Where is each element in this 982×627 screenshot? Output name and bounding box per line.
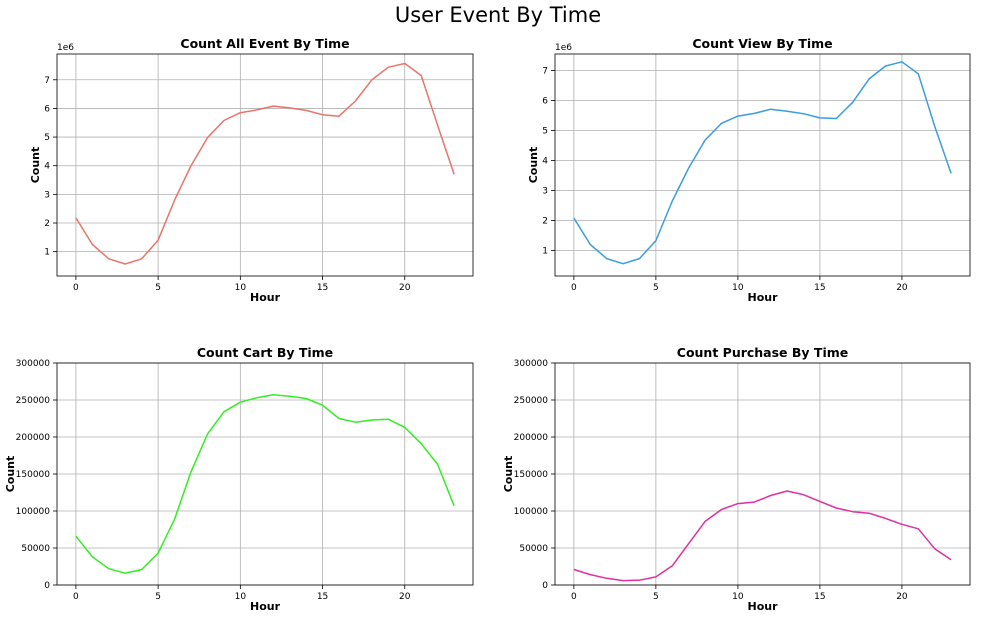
x-axis-label: Hour [747, 600, 778, 613]
y-tick-label: 3 [44, 190, 50, 200]
y-tick-label: 200000 [16, 433, 51, 443]
y-tick-label: 2 [44, 219, 50, 229]
y-offset-label: 1e6 [555, 43, 572, 53]
x-tick-label: 5 [653, 592, 659, 602]
series-line-cart [75, 394, 455, 574]
x-axis-label: Hour [747, 291, 778, 304]
plot-frame [554, 53, 971, 277]
figure-title: User Event By Time [395, 3, 601, 27]
plot-frame [56, 53, 474, 277]
y-tick-label: 100000 [16, 507, 51, 517]
x-tick-label: 20 [399, 592, 411, 602]
chart-title: Count Cart By Time [197, 345, 333, 360]
x-tick-label: 20 [399, 283, 411, 293]
y-tick-label: 250000 [514, 396, 549, 406]
x-tick-label: 10 [235, 592, 247, 602]
y-tick-label: 50000 [21, 544, 50, 554]
x-tick-label: 20 [896, 592, 908, 602]
x-tick-label: 0 [571, 283, 577, 293]
x-axis-label: Hour [250, 600, 281, 613]
y-tick-label: 4 [44, 162, 50, 172]
x-tick-label: 0 [571, 592, 577, 602]
x-tick-label: 0 [73, 592, 79, 602]
series-line-view [573, 61, 952, 265]
x-axis-label: Hour [250, 291, 281, 304]
y-tick-label: 3 [542, 187, 548, 197]
chart-all-event: 0 5 10 15 20 1 2 3 4 5 6 7 1e6 Count All Event By Tim… [29, 36, 474, 304]
x-tick-label: 15 [814, 283, 825, 293]
y-tick-label: 5 [542, 127, 548, 137]
y-tick-label: 100000 [514, 507, 549, 517]
chart-purchase: 0 5 10 15 20 0 50000 100000 150000 200000 250000 30… [502, 345, 971, 613]
y-tick-label: 300000 [514, 359, 549, 369]
y-tick-label: 150000 [514, 470, 549, 480]
chart-cart: 0 5 10 15 20 0 50000 100000 150000 200000 250000 30… [4, 345, 474, 613]
x-tick-label: 5 [155, 283, 161, 293]
y-axis-label: Count [29, 147, 42, 184]
y-tick-label: 300000 [16, 359, 51, 369]
y-tick-label: 7 [542, 67, 548, 77]
y-axis-label: Count [527, 147, 540, 184]
y-axis-label: Count [502, 456, 515, 493]
chart-title: Count Purchase By Time [677, 345, 848, 360]
chart-title: Count All Event By Time [180, 36, 349, 51]
y-tick-label: 150000 [16, 470, 51, 480]
x-tick-label: 15 [814, 592, 825, 602]
y-axis-label: Count [4, 456, 17, 493]
x-tick-label: 10 [732, 592, 744, 602]
x-tick-label: 0 [73, 283, 79, 293]
x-tick-label: 20 [896, 283, 908, 293]
x-tick-label: 10 [235, 283, 247, 293]
y-tick-label: 6 [44, 104, 50, 114]
x-tick-label: 5 [155, 592, 161, 602]
series-line-purchase [573, 490, 952, 582]
x-tick-label: 5 [653, 283, 659, 293]
y-tick-label: 0 [44, 581, 50, 591]
y-offset-label: 1e6 [57, 43, 74, 53]
y-tick-label: 50000 [519, 544, 548, 554]
y-tick-label: 2 [542, 217, 548, 227]
y-tick-label: 5 [44, 133, 50, 143]
x-tick-label: 10 [732, 283, 744, 293]
y-tick-label: 4 [542, 157, 548, 167]
chart-view: 0 5 10 15 20 1 2 3 4 5 6 7 1e6 Count View By Time Hour… [527, 36, 971, 304]
y-tick-label: 7 [44, 76, 50, 86]
x-tick-label: 15 [317, 283, 328, 293]
chart-title: Count View By Time [692, 36, 832, 51]
y-tick-label: 0 [542, 581, 548, 591]
y-tick-label: 1 [542, 247, 548, 257]
y-tick-label: 6 [542, 97, 548, 107]
y-tick-label: 250000 [16, 396, 51, 406]
y-tick-label: 200000 [514, 433, 549, 443]
y-tick-label: 1 [44, 248, 50, 258]
x-tick-label: 15 [317, 592, 328, 602]
series-line-all-event [75, 62, 455, 265]
